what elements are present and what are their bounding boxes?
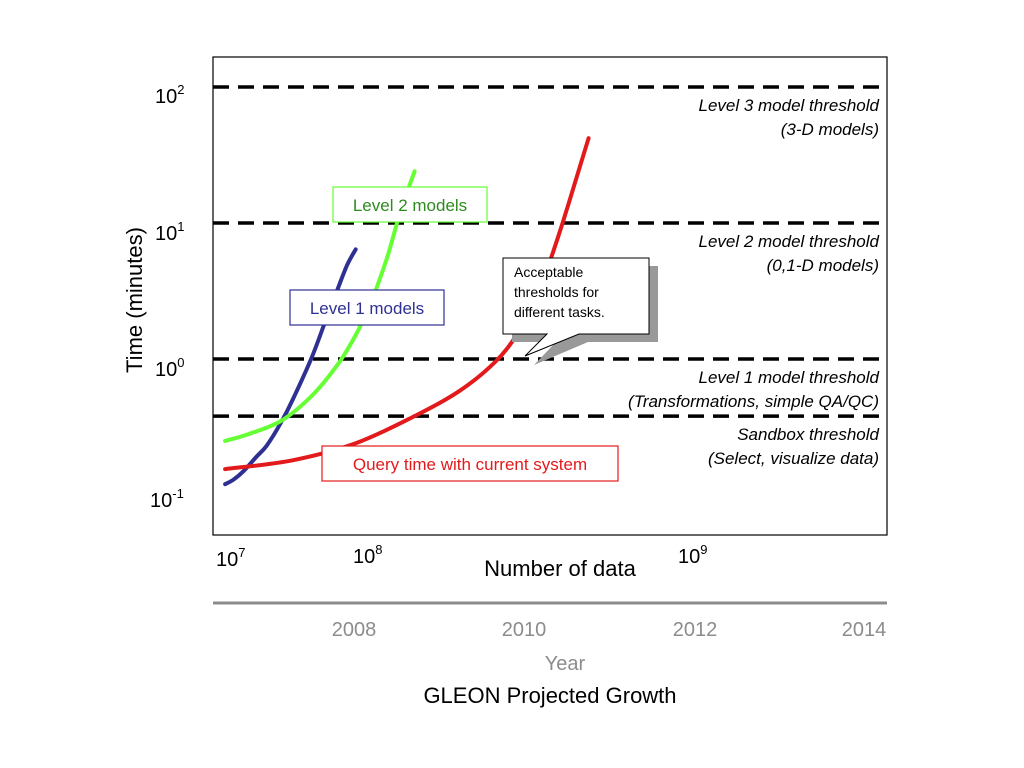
level2-label: Level 2 models: [353, 196, 467, 215]
threshold-label: Sandbox threshold: [737, 425, 879, 444]
callout-body: [502, 257, 650, 357]
level1-label-box: Level 1 models: [289, 289, 445, 326]
x-axis-title: Number of data: [484, 556, 636, 581]
threshold-sublabel: (Select, visualize data): [708, 449, 879, 468]
year-tick-label: 2012: [673, 619, 718, 641]
series-line-level1: [223, 247, 358, 487]
threshold-label: Level 2 model threshold: [698, 232, 879, 251]
threshold-sublabel: (Transformations, simple QA/QC): [628, 392, 879, 411]
callout-line: Acceptable: [514, 264, 583, 280]
threshold-lines: Level 3 model threshold (3-D models) Level…: [213, 85, 887, 468]
y-axis-title: Time (minutes): [122, 227, 147, 373]
x-tick-labels: 107 108 109: [216, 542, 707, 571]
x-tick-label: 108: [353, 542, 382, 568]
threshold-sublabel: (3-D models): [781, 120, 879, 139]
level1-label: Level 1 models: [310, 299, 424, 318]
series-line-level2: [223, 169, 417, 443]
year-axis-title: Year: [545, 653, 586, 675]
plot-area: [212, 56, 888, 536]
callout-line: different tasks.: [514, 304, 605, 320]
year-tick-labels: 2008 2010 2012 2014: [332, 619, 887, 641]
year-tick-label: 2014: [842, 619, 887, 641]
year-tick-label: 2008: [332, 619, 377, 641]
callout-line: thresholds for: [514, 284, 599, 300]
query-label: Query time with current system: [353, 455, 587, 474]
y-tick-label: 100: [155, 355, 184, 381]
chart-title: GLEON Projected Growth: [423, 683, 676, 708]
year-tick-label: 2010: [502, 619, 547, 641]
y-tick-labels: 102 101 100 10-1: [150, 82, 184, 512]
y-tick-label: 101: [155, 219, 184, 245]
threshold-label: Level 3 model threshold: [698, 96, 879, 115]
callout-bubble: Acceptable thresholds for different task…: [502, 257, 658, 365]
threshold-sublabel: (0,1-D models): [767, 256, 879, 275]
threshold-label: Level 1 model threshold: [698, 368, 879, 387]
query-label-box: Query time with current system: [321, 445, 619, 482]
level2-label-box: Level 2 models: [332, 186, 488, 223]
y-tick-label: 102: [155, 82, 184, 108]
y-tick-label: 10-1: [150, 486, 184, 512]
x-tick-label: 109: [678, 542, 707, 568]
x-tick-label: 107: [216, 545, 245, 571]
